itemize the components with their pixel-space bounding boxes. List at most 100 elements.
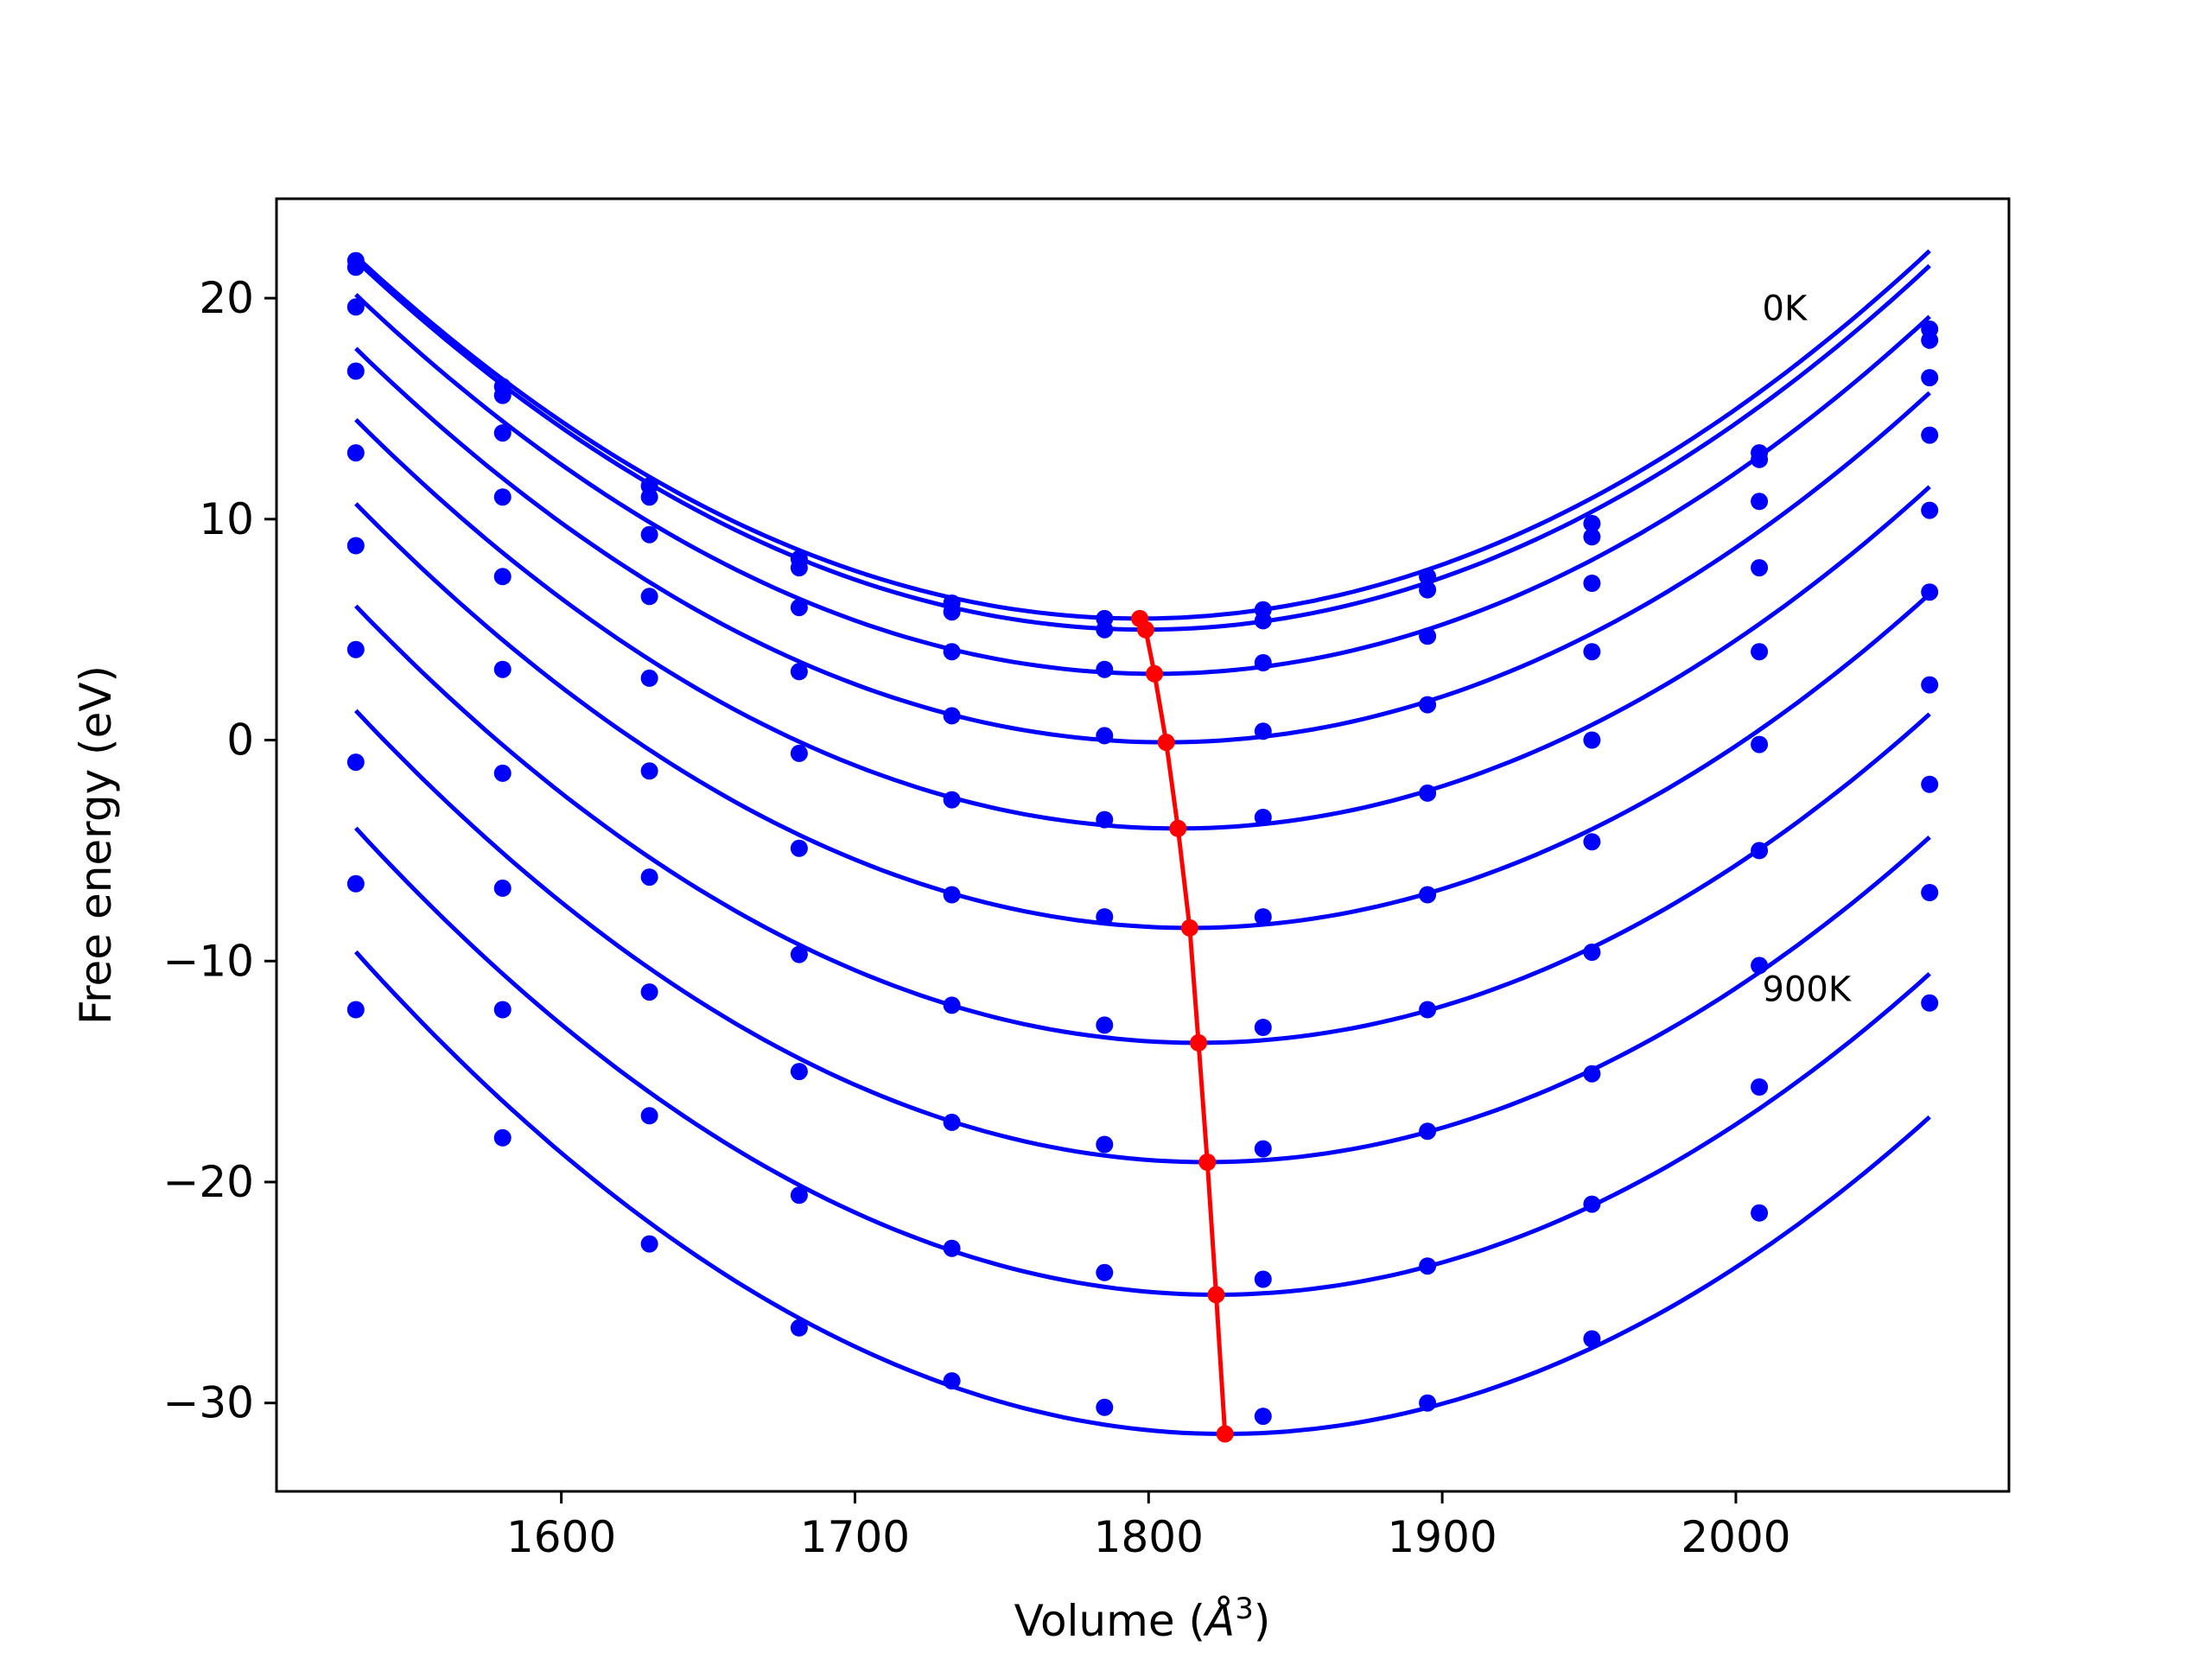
- data-point: [346, 362, 365, 380]
- data-point: [346, 298, 365, 316]
- fit-curve-8: [353, 709, 1931, 1165]
- data-point: [943, 1239, 961, 1257]
- data-point: [1419, 886, 1437, 904]
- data-point: [1583, 944, 1601, 961]
- data-point: [790, 839, 808, 857]
- minimum-point: [1190, 1033, 1208, 1052]
- data-point: [943, 1113, 961, 1131]
- y-tick-label: −30: [162, 1378, 254, 1428]
- data-point: [1254, 1140, 1272, 1158]
- fit-curve-3: [354, 293, 1931, 677]
- data-point: [790, 1186, 808, 1205]
- minimum-point: [1136, 620, 1154, 639]
- data-point: [943, 643, 961, 661]
- data-point: [1921, 884, 1939, 901]
- y-tick-label: −20: [162, 1157, 254, 1207]
- data-point: [790, 559, 808, 577]
- minimum-point: [1216, 1425, 1234, 1443]
- data-point: [943, 886, 961, 904]
- x-tick-label: 1900: [1388, 1512, 1497, 1562]
- data-point: [790, 663, 808, 681]
- data-point: [1096, 727, 1114, 745]
- data-point: [1254, 1019, 1272, 1036]
- x-axis-ticks: 1600 1700 1800 1900 2000: [506, 1491, 1791, 1562]
- data-point: [1751, 450, 1769, 468]
- data-point: [1751, 559, 1769, 577]
- data-point: [1583, 1330, 1601, 1348]
- data-point: [1583, 528, 1601, 546]
- x-tick-label: 1600: [506, 1512, 616, 1562]
- data-point: [1096, 1016, 1114, 1034]
- data-point: [1583, 1195, 1601, 1213]
- data-point: [1254, 612, 1272, 630]
- data-point: [493, 879, 512, 897]
- data-point: [346, 258, 365, 276]
- data-point: [1921, 994, 1939, 1012]
- data-point: [943, 1372, 961, 1390]
- data-point: [1419, 581, 1437, 599]
- data-point: [1419, 1257, 1437, 1275]
- data-point: [790, 945, 808, 963]
- fit-curve-7: [353, 604, 1931, 1046]
- data-point: [346, 874, 365, 893]
- minimum-point: [1146, 664, 1164, 683]
- data-point: [1751, 842, 1769, 860]
- data-point: [1921, 331, 1939, 349]
- data-point: [1921, 426, 1939, 444]
- data-point: [1751, 493, 1769, 511]
- data-point: [790, 744, 808, 762]
- data-point: [1254, 809, 1272, 826]
- data-point: [493, 1128, 512, 1147]
- annotation-label: 0K: [1763, 289, 1808, 329]
- fit-curve-10: [353, 950, 1931, 1436]
- data-point: [640, 762, 658, 780]
- y-tick-label: 0: [226, 715, 254, 766]
- annotation-label: 900K: [1763, 969, 1853, 1009]
- data-point: [1419, 696, 1437, 714]
- data-point: [346, 753, 365, 772]
- data-point: [493, 568, 512, 586]
- data-point: [1419, 1394, 1437, 1412]
- data-point: [943, 996, 961, 1014]
- data-point: [1921, 501, 1939, 519]
- data-point: [346, 537, 365, 555]
- x-tick-label: 2000: [1681, 1512, 1790, 1562]
- minimum-point: [1198, 1154, 1217, 1171]
- data-point: [1583, 514, 1601, 532]
- data-point: [1419, 784, 1437, 802]
- data-point: [1583, 731, 1601, 749]
- data-point: [1751, 643, 1769, 661]
- y-axis-label: Free energy (eV): [71, 665, 121, 1025]
- y-axis-ticks: 20 10 0 −10 −20 −30: [162, 273, 276, 1428]
- data-point: [1751, 1204, 1769, 1222]
- data-point: [1254, 908, 1272, 926]
- data-point: [640, 588, 658, 606]
- data-point: [790, 599, 808, 617]
- data-point: [1751, 735, 1769, 753]
- data-point: [493, 424, 512, 442]
- x-tick-label: 1800: [1094, 1512, 1204, 1562]
- data-point: [1751, 1078, 1769, 1096]
- data-point: [943, 603, 961, 621]
- fit-curve-9: [353, 826, 1931, 1297]
- data-point: [1096, 1398, 1114, 1416]
- data-point: [1096, 1263, 1114, 1281]
- data-point: [493, 764, 512, 782]
- data-point: [346, 640, 365, 658]
- data-point: [1921, 369, 1939, 387]
- data-point: [640, 488, 658, 506]
- data-point: [1096, 1135, 1114, 1154]
- data-point: [943, 791, 961, 809]
- fit-curve-4: [354, 346, 1931, 745]
- data-point: [346, 444, 365, 462]
- data-point: [790, 1319, 808, 1337]
- data-point: [640, 983, 658, 1001]
- data-point: [1921, 676, 1939, 694]
- data-point: [1583, 575, 1601, 592]
- data-point: [1921, 775, 1939, 793]
- plot-frame: [275, 197, 2011, 1493]
- data-point: [1096, 908, 1114, 926]
- data-point: [1751, 957, 1769, 975]
